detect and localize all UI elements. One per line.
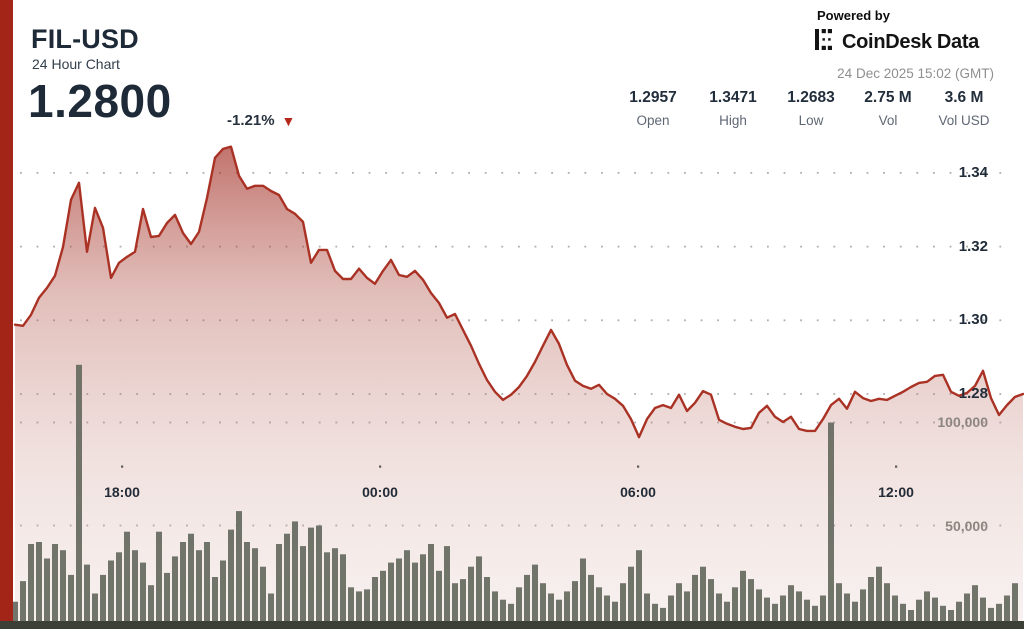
chart-subtitle: 24 Hour Chart <box>32 56 120 72</box>
left-accent-bar <box>0 0 13 622</box>
stat-high: 1.3471 High <box>687 89 779 128</box>
price-tick-1.34: 1.34 <box>958 164 988 181</box>
volume-tick-50000: 50,000 <box>945 518 988 534</box>
time-tick-06:00: 06:00 <box>620 484 656 500</box>
stat-low-value: 1.2683 <box>787 89 835 106</box>
brand-data: Data <box>936 30 980 53</box>
bottom-strip <box>0 621 1024 629</box>
time-tick-18:00: 18:00 <box>104 484 140 500</box>
price-tick-1.30: 1.30 <box>958 311 988 328</box>
coindesk-logo[interactable]: CoinDesk Data <box>815 29 979 55</box>
page-title: FIL-USD <box>31 24 139 54</box>
stat-open-value: 1.2957 <box>629 89 677 106</box>
stat-vol-label: Vol <box>878 113 898 128</box>
stat-low-label: Low <box>798 113 824 128</box>
change-badge: -1.21% ▼ <box>227 112 295 129</box>
stat-volusd-label: Vol USD <box>938 113 990 128</box>
volume-tick-100000: 100,000 <box>937 414 988 430</box>
powered-by-label: Powered by <box>817 8 890 23</box>
coindesk-logo-icon <box>815 29 836 55</box>
price-tick-1.28: 1.28 <box>958 385 988 402</box>
last-price: 1.2800 <box>28 75 172 127</box>
stat-volusd: 3.6 M Vol USD <box>918 89 1010 128</box>
stat-volusd-value: 3.6 M <box>944 89 984 106</box>
stat-vol: 2.75 M Vol <box>842 89 934 128</box>
stat-open: 1.2957 Open <box>607 89 699 128</box>
timestamp: 24 Dec 2025 15:02 (GMT) <box>837 66 994 81</box>
brand-name: CoinDesk Data <box>842 31 979 54</box>
change-percent: -1.21% <box>227 112 275 129</box>
stat-low: 1.2683 Low <box>765 89 857 128</box>
time-tick-12:00: 12:00 <box>878 484 914 500</box>
stat-high-label: High <box>719 113 747 128</box>
time-tick-00:00: 00:00 <box>362 484 398 500</box>
price-tick-1.32: 1.32 <box>958 238 988 255</box>
stat-open-label: Open <box>636 113 670 128</box>
down-triangle-icon: ▼ <box>281 112 296 129</box>
stat-vol-value: 2.75 M <box>864 89 912 106</box>
stat-high-value: 1.3471 <box>709 89 757 106</box>
brand-coindesk: CoinDesk <box>842 30 932 53</box>
